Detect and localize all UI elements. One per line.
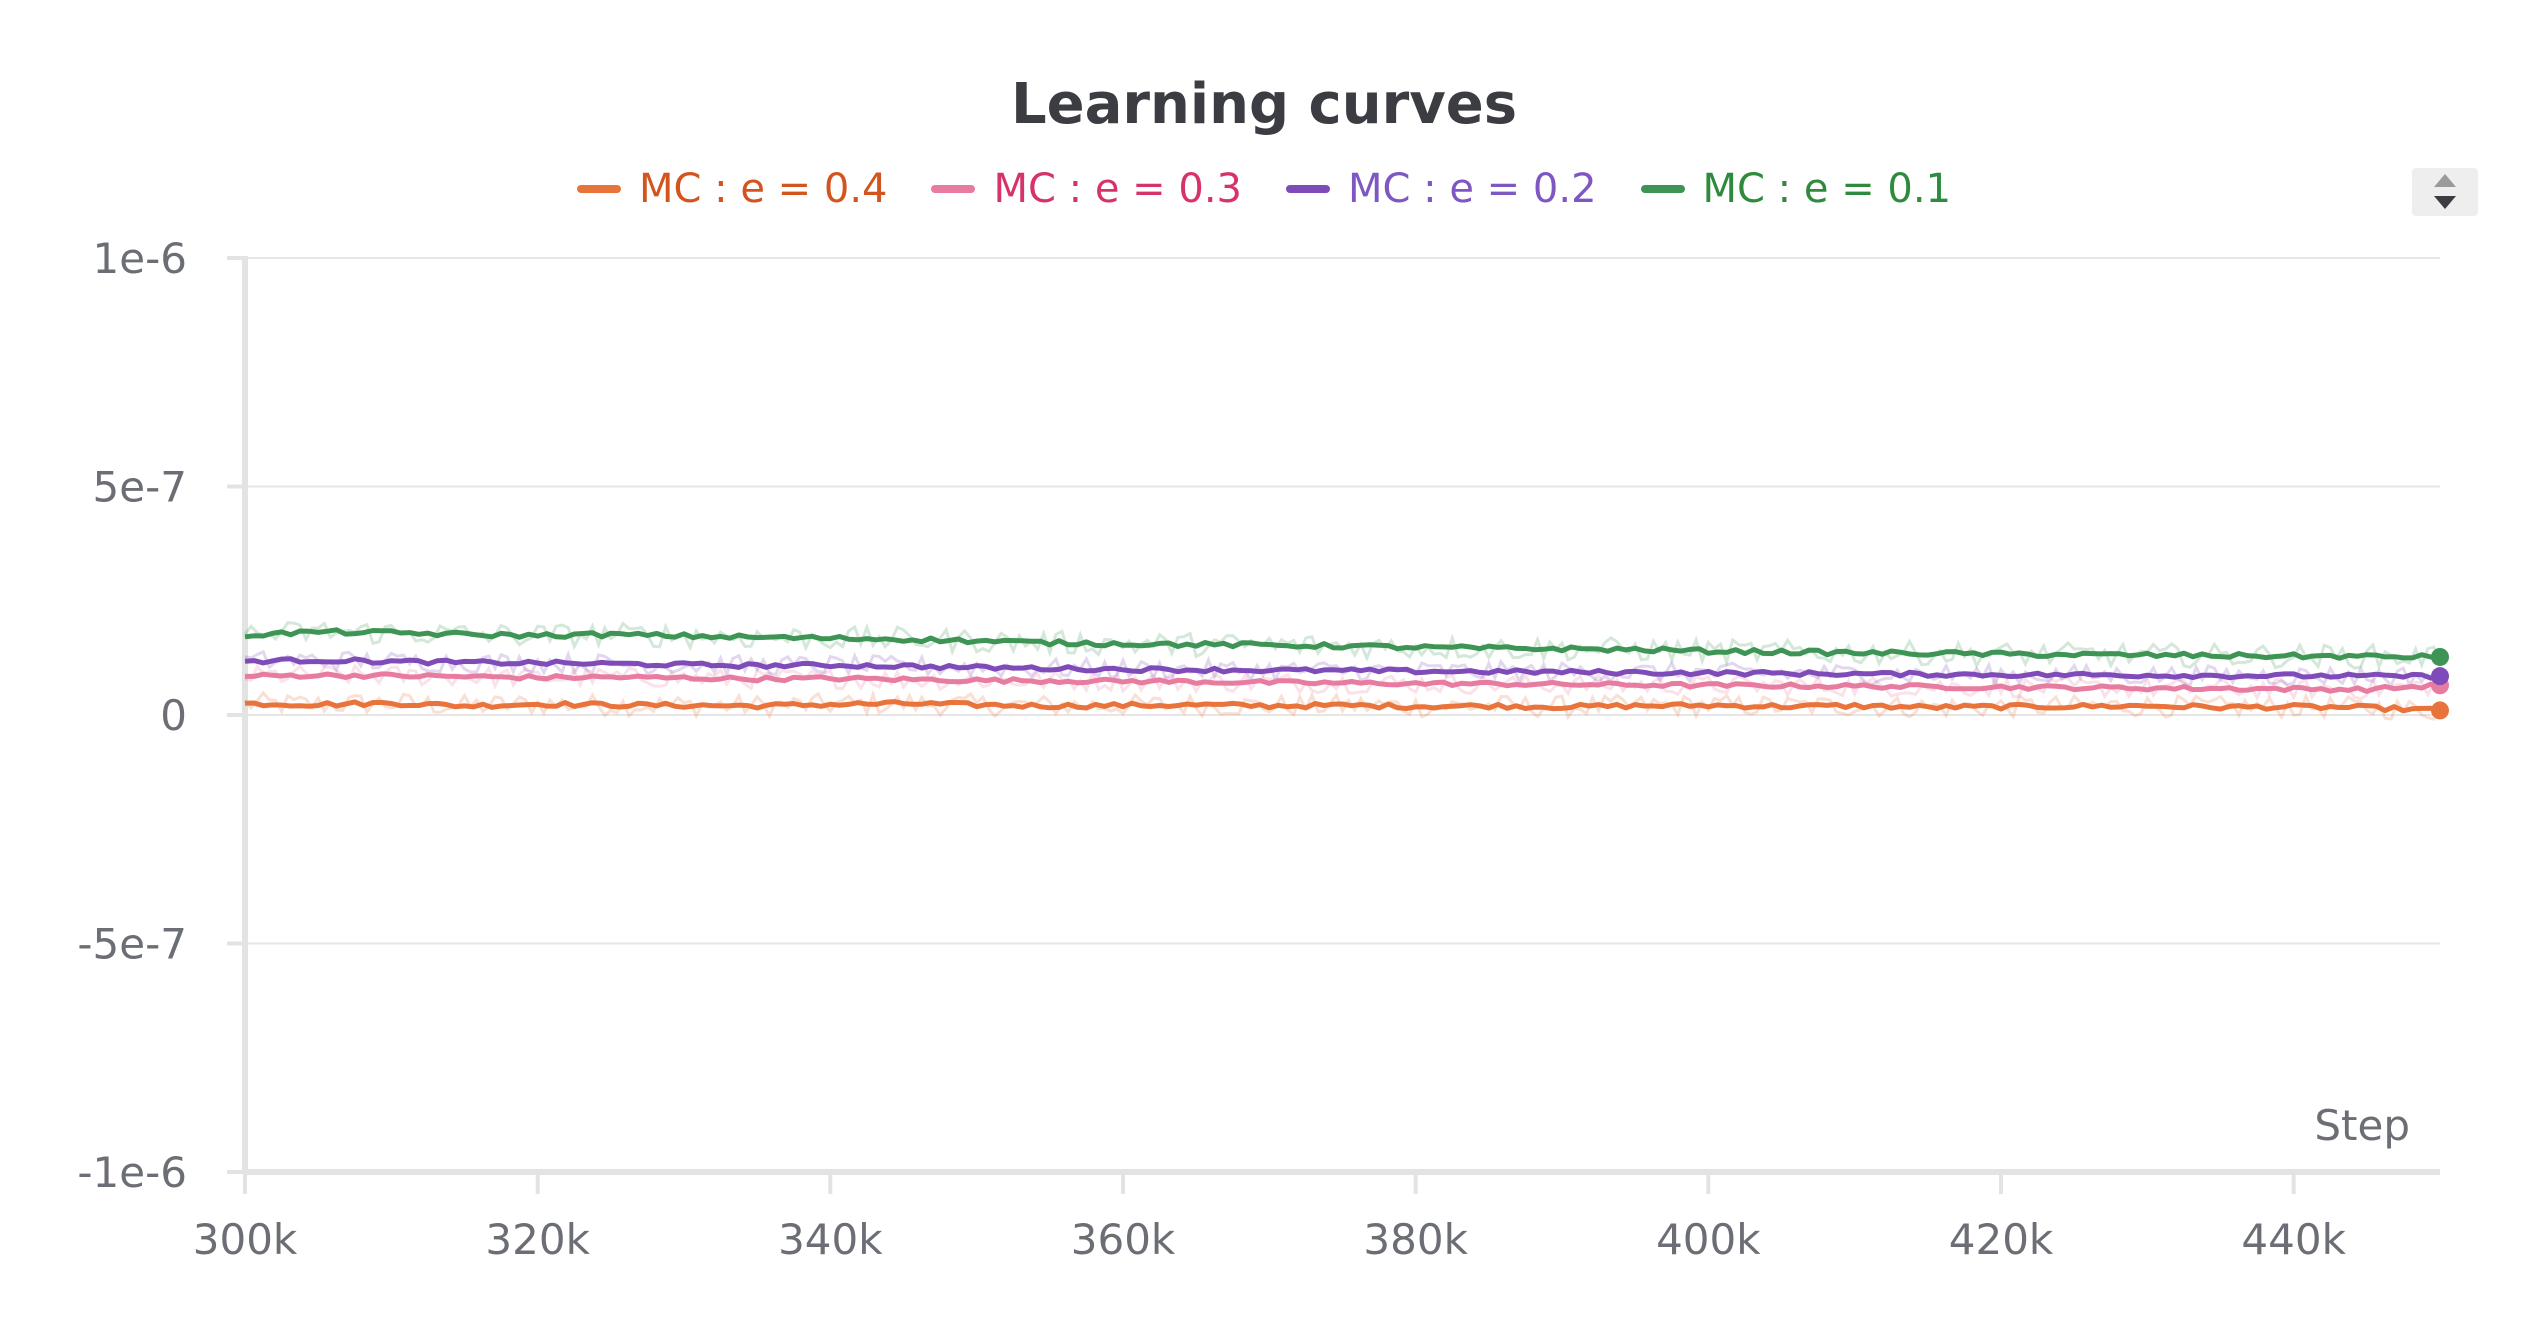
x-tick-label: 340k <box>778 1215 883 1264</box>
legend-item[interactable]: MC : e = 0.3 <box>931 166 1242 212</box>
x-tick-label: 380k <box>1363 1215 1468 1264</box>
legend-swatch <box>1640 185 1685 193</box>
legend-item[interactable]: MC : e = 0.1 <box>1640 166 1952 212</box>
y-tick-label: 5e-7 <box>93 463 187 512</box>
x-tick-label: 360k <box>1071 1215 1176 1264</box>
x-tick-label: 400k <box>1656 1215 1761 1264</box>
legend-label: MC : e = 0.4 <box>638 166 888 212</box>
chevron-down-icon[interactable] <box>2434 196 2456 209</box>
legend-label: MC : e = 0.1 <box>1702 166 1952 212</box>
series-line[interactable] <box>244 656 2441 681</box>
legend-scroll-control[interactable] <box>2412 168 2478 216</box>
series-end-points <box>2431 647 2449 720</box>
legend-swatch <box>1286 185 1330 193</box>
legend-label: MC : e = 0.3 <box>993 166 1242 212</box>
series-raw-trace <box>243 689 2442 722</box>
series-end-point[interactable] <box>2431 701 2449 720</box>
y-tick-label: -1e-6 <box>77 1148 187 1197</box>
chevron-up-icon[interactable] <box>2434 174 2456 187</box>
series-line[interactable] <box>244 699 2441 714</box>
y-tick-label: -5e-7 <box>77 920 187 969</box>
chart-legend: MC : e = 0.4 MC : e = 0.3 MC : e = 0.2 MC :… <box>0 166 2528 212</box>
y-tick-label: 1e-6 <box>93 234 187 283</box>
x-axis-label: Step <box>2314 1101 2410 1150</box>
legend-item[interactable]: MC : e = 0.4 <box>576 166 888 212</box>
x-tick-label: 320k <box>485 1215 590 1264</box>
legend-item[interactable]: MC : e = 0.2 <box>1286 166 1597 212</box>
series-line[interactable] <box>244 627 2441 662</box>
x-tick-label: 300k <box>193 1215 298 1264</box>
series-end-point[interactable] <box>2431 647 2449 666</box>
chart-title: Learning curves <box>1010 72 1518 137</box>
y-tick-label: 0 <box>160 691 187 740</box>
series-end-point[interactable] <box>2431 667 2449 686</box>
series-raw-trace <box>244 649 2442 690</box>
legend-swatch <box>931 185 976 193</box>
x-tick-label: 420k <box>1949 1215 2054 1264</box>
x-tick-label: 440k <box>2241 1215 2346 1264</box>
axes <box>227 256 2440 1194</box>
legend-label: MC : e = 0.2 <box>1348 166 1597 212</box>
series-lines <box>244 627 2441 714</box>
grid-lines <box>245 257 2440 945</box>
series-line[interactable] <box>245 671 2441 694</box>
legend-swatch <box>576 185 621 193</box>
